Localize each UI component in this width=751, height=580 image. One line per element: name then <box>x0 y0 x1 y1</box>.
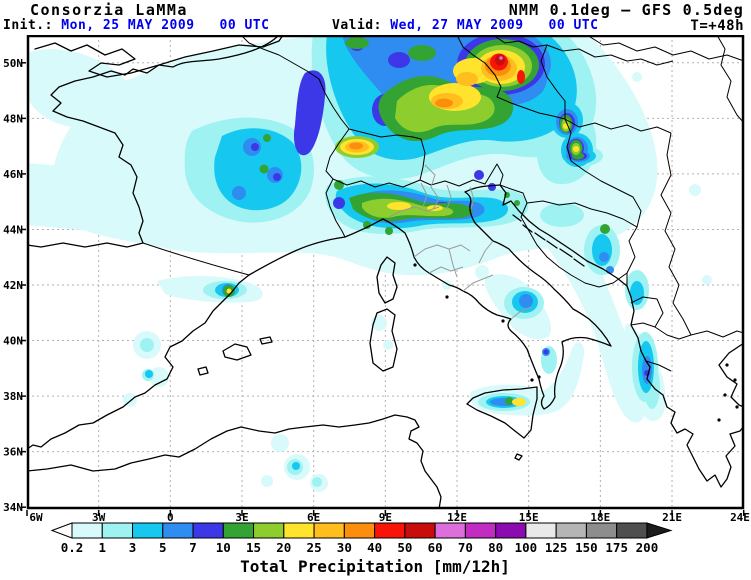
colorbar-value-80: 80 <box>488 540 503 555</box>
lat-label-36N: 36N <box>3 446 23 459</box>
lat-label-46N: 46N <box>3 168 23 181</box>
colorbar-cell-20-25 <box>283 522 315 539</box>
region-borders <box>388 164 532 320</box>
lon-label-12E: 12E <box>447 511 467 524</box>
colorbar-value-125: 125 <box>545 540 568 555</box>
colorbar-value-30: 30 <box>337 540 352 555</box>
lon-label-24E: 24E <box>730 511 750 524</box>
lon-label-21E: 21E <box>662 511 682 524</box>
lat-label-40N: 40N <box>3 335 23 348</box>
init-label: Init.: <box>3 18 53 33</box>
colorbar-cell-50-60 <box>404 522 436 539</box>
lon-label-18E: 18E <box>590 511 610 524</box>
colorbar-value-0.2: 0.2 <box>61 540 84 555</box>
colorbar-cell-125-150 <box>555 522 587 539</box>
colorbar-value-1: 1 <box>98 540 106 555</box>
colorbar-cell-3-5 <box>132 522 164 539</box>
colorbar-value-200: 200 <box>636 540 659 555</box>
colorbar-value-50: 50 <box>397 540 412 555</box>
map-axes: 50N 48N 46N 44N 42N 40N 38N 36N 34N 6W 3W 0 3E 6E 9E 12… <box>3 57 750 524</box>
colorbar-value-100: 100 <box>515 540 538 555</box>
colorbar-cell-40-50 <box>374 522 406 539</box>
lon-label-6W: 6W <box>29 511 43 524</box>
colorbar-value-20: 20 <box>276 540 291 555</box>
colorbar-value-5: 5 <box>159 540 167 555</box>
colorbar-overflow-arrow <box>646 522 673 539</box>
colorbar-cell-15-20 <box>253 522 285 539</box>
brand-title: Consorzia LaMMa <box>30 1 188 19</box>
init-value: Mon, 25 MAY 2009 00 UTC <box>52 18 270 33</box>
colorbar-cell-0.2-1 <box>71 522 103 539</box>
lon-label-6E: 6E <box>307 511 320 524</box>
lat-label-42N: 42N <box>3 279 23 292</box>
colorbar: 0.2 1 3 5 7 10 15 20 25 30 40 50 60 70 80 100 125 150 175 2… <box>50 522 673 555</box>
lon-label-0: 0 <box>167 511 174 524</box>
colorbar-cell-60-70 <box>434 522 466 539</box>
colorbar-value-150: 150 <box>575 540 598 555</box>
colorbar-underflow-arrow <box>50 522 73 539</box>
colorbar-cell-150-175 <box>585 522 618 539</box>
colorbar-value-175: 175 <box>605 540 628 555</box>
colorbar-cell-175-200 <box>616 522 648 539</box>
lon-label-3E: 3E <box>235 511 248 524</box>
colorbar-value-15: 15 <box>246 540 261 555</box>
lat-label-34N: 34N <box>3 501 23 514</box>
colorbar-cell-25-30 <box>313 522 345 539</box>
valid-value: Wed, 27 MAY 2009 00 UTC <box>381 18 599 33</box>
colorbar-cell-1-3 <box>101 522 134 539</box>
small-islands <box>413 263 739 422</box>
lat-label-38N: 38N <box>3 390 23 403</box>
precipitation-field <box>27 35 712 492</box>
colorbar-cell-5-7 <box>162 522 194 539</box>
colorbar-cell-70-80 <box>464 522 497 539</box>
grid-lines <box>27 35 744 509</box>
colorbar-cell-7-10 <box>192 522 224 539</box>
colorbar-cell-100-125 <box>525 522 557 539</box>
lead-time: T=+48h <box>690 18 744 34</box>
country-borders <box>142 35 744 372</box>
colorbar-cell-10-15 <box>222 522 255 539</box>
model-resolution-title: NMM 0.1deg – GFS 0.5deg <box>508 1 744 19</box>
valid-label: Valid: <box>332 18 382 33</box>
colorbar-value-3: 3 <box>129 540 137 555</box>
lon-label-15E: 15E <box>519 511 539 524</box>
colorbar-value-25: 25 <box>307 540 322 555</box>
valid-time: Valid: Wed, 27 MAY 2009 00 UTC <box>332 18 598 33</box>
colorbar-cell-80-100 <box>495 522 527 539</box>
colorbar-value-70: 70 <box>458 540 473 555</box>
lon-label-3W: 3W <box>92 511 106 524</box>
lon-label-9E: 9E <box>379 511 392 524</box>
colorbar-value-40: 40 <box>367 540 382 555</box>
lat-label-50N: 50N <box>3 57 23 70</box>
map-frame <box>26 35 745 510</box>
colorbar-value-60: 60 <box>428 540 443 555</box>
colorbar-title: Total Precipitation [mm/12h] <box>240 557 510 576</box>
coastlines <box>27 35 744 509</box>
colorbar-value-10: 10 <box>216 540 231 555</box>
lat-label-44N: 44N <box>3 223 23 236</box>
colorbar-value-7: 7 <box>189 540 197 555</box>
colorbar-cell-30-40 <box>343 522 376 539</box>
init-time: Init.: Mon, 25 MAY 2009 00 UTC <box>3 18 269 33</box>
lat-label-48N: 48N <box>3 112 23 125</box>
